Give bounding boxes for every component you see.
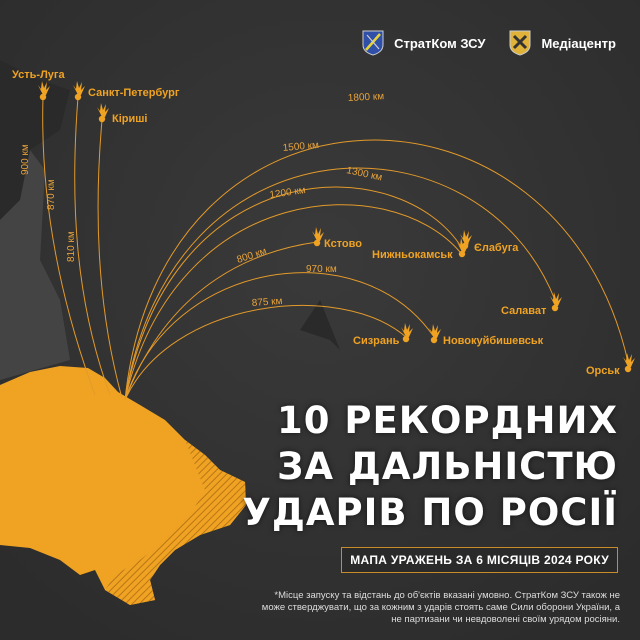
headline-line-3: УДАРІВ ПО РОСІЇ <box>242 491 618 534</box>
city-ust-luga: Усть-Луга <box>12 69 65 81</box>
distance-st-petersburg: 870 км <box>46 179 57 210</box>
headline: 10 РЕКОРДНИХ ЗА ДАЛЬНІСТЮ УДАРІВ ПО РОСІ… <box>242 398 618 536</box>
baltic-sea <box>0 60 70 220</box>
arc-novokuibyshevsk <box>124 272 435 401</box>
distance-kirishi: 810 км <box>66 231 77 262</box>
river <box>300 300 340 350</box>
distance-nizhnekamsk: 1200 км <box>269 185 307 201</box>
arc-yelabuga <box>124 186 463 401</box>
stratcom-label: СтратКом ЗСУ <box>394 35 486 51</box>
header: СтратКом ЗСУ Медіацентр <box>348 30 616 56</box>
arc-syzran <box>124 305 407 401</box>
distance-syzran: 875 км <box>251 296 283 309</box>
distance-novokuibyshevsk: 970 км <box>306 264 337 275</box>
city-kirishi: Кіриші <box>112 113 147 125</box>
mediacenter-shield-icon <box>509 30 531 56</box>
headline-line-2: ЗА ДАЛЬНІСТЮ <box>277 445 618 488</box>
city-syzran: Сизрань <box>353 335 400 347</box>
arc-orsk <box>124 139 629 401</box>
stratcom-shield-icon <box>362 30 384 56</box>
footnote: *Місце запуску та відстань до об'єктів в… <box>261 590 620 625</box>
city-labels: Усть-Луга Санкт-Петербург Кіриші Кстово … <box>12 69 620 377</box>
arc-st-petersburg <box>74 96 111 396</box>
distance-orsk: 1800 км <box>348 91 385 104</box>
baltic-land <box>0 150 70 380</box>
mediacenter-label: Медіацентр <box>541 35 616 51</box>
mediacenter-logo: Медіацентр <box>509 30 616 56</box>
distance-ust-luga: 900 км <box>20 144 31 175</box>
city-orsk: Орськ <box>586 365 620 377</box>
ukraine-territory <box>0 366 246 605</box>
city-st-petersburg: Санкт-Петербург <box>88 87 180 99</box>
strike-arcs <box>42 96 629 401</box>
city-salavat: Салават <box>501 305 547 317</box>
occupied-territory <box>105 440 246 605</box>
arc-kirishi <box>97 119 123 399</box>
headline-line-1: 10 РЕКОРДНИХ <box>277 399 618 442</box>
arc-nizhnekamsk <box>124 204 461 401</box>
city-nizhnekamsk: Нижньокамськ <box>372 249 453 261</box>
arc-ust-luga <box>42 96 96 396</box>
city-novokuibyshevsk: Новокуйбишевськ <box>443 335 544 347</box>
subtitle-box: МАПА УРАЖЕНЬ ЗА 6 МІСЯЦІВ 2024 РОКУ <box>341 547 618 573</box>
distance-salavat: 1500 км <box>282 140 319 154</box>
city-yelabuga: Єлабуга <box>474 242 519 254</box>
city-kstovo: Кстово <box>324 238 362 250</box>
stratcom-logo: СтратКом ЗСУ <box>362 30 485 56</box>
arc-salavat <box>124 167 556 401</box>
